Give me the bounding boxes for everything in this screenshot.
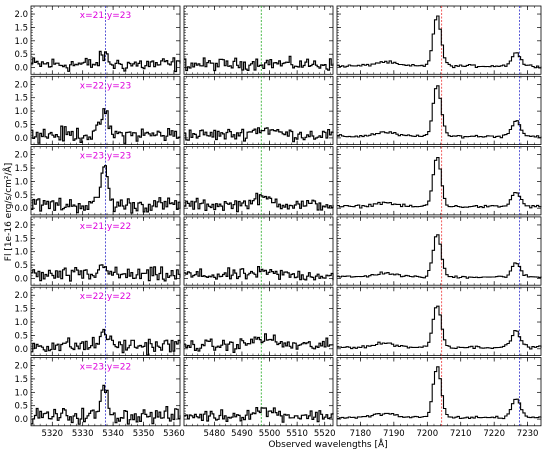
spectrum-line [184, 192, 334, 213]
x-tick-label: 5510 [286, 429, 308, 439]
panel-r6-c3: 7180 7190 7200 7210 7220 7230 [336, 357, 542, 439]
spectrum-line [337, 157, 542, 209]
y-tick-label: 0.5 [14, 191, 28, 201]
panel-r5-c2 [183, 286, 334, 356]
y-tick-label: 1.0 [14, 318, 28, 328]
spectrum-line [337, 305, 542, 350]
y-tick-label: 1.5 [14, 305, 28, 315]
x-tick-label: 7190 [383, 429, 405, 439]
panel-r1-c1: 0.0 0.5 1.0 1.5 2.0 x=21,y=23 [14, 5, 181, 75]
panel-r6-c2: 5480 5490 5500 5510 5520 [183, 357, 336, 439]
panel-r6-c1: 0.0 0.5 1.0 1.5 2.0 x=23,y=22 5320 5330 5340 5350… [14, 357, 185, 439]
y-tick-label: 0.0 [14, 415, 28, 425]
panels-layer: 0.0 0.5 1.0 1.5 2.0 x=21,y=23 0.0 0.5 1.0 1.5 2.0 x… [14, 5, 542, 439]
y-tick-label: 1.0 [14, 177, 28, 187]
x-tick-label: 5480 [204, 429, 226, 439]
y-tick-label: 2.0 [14, 151, 28, 161]
spectrum-line [31, 50, 181, 73]
y-tick-label: 0.0 [14, 204, 28, 214]
panel-r3-c2 [183, 146, 334, 216]
spectrum-line [184, 333, 334, 353]
panel-position-label: x=22,y=23 [80, 81, 132, 91]
spectrum-line [337, 15, 542, 69]
panel-frame [336, 216, 542, 286]
x-tick-label: 7200 [416, 429, 438, 439]
x-tick-label: 5520 [314, 429, 336, 439]
x-tick-label: 5350 [133, 429, 155, 439]
y-tick-label: 1.5 [14, 234, 28, 244]
panel-frame [183, 357, 334, 427]
x-tick-label: 7210 [450, 429, 472, 439]
panel-r3-c3 [336, 146, 542, 216]
y-tick-label: 0.0 [14, 275, 28, 285]
y-tick-label: 0.0 [14, 134, 28, 144]
spectrum-line [184, 127, 334, 143]
y-tick-label: 2.0 [14, 10, 28, 20]
panel-position-label: x=22,y=22 [80, 292, 132, 302]
y-tick-label: 1.5 [14, 23, 28, 33]
y-tick-label: 2.0 [14, 291, 28, 301]
panel-r5-c3 [336, 286, 542, 356]
x-tick-label: 7230 [517, 429, 539, 439]
panel-r2-c1: 0.0 0.5 1.0 1.5 2.0 x=22,y=23 [14, 75, 181, 146]
x-tick-label: 7220 [483, 429, 505, 439]
panel-r1-c3 [336, 5, 542, 75]
spectrum-line [31, 264, 181, 282]
y-tick-label: 0.5 [14, 261, 28, 271]
y-axis-label: Fl [1e-16 erg/s/cm²/Å] [2, 163, 14, 261]
panel-r2-c2 [183, 75, 334, 146]
spectrum-line [184, 266, 334, 281]
y-tick-label: 0.5 [14, 121, 28, 131]
panel-r5-c1: 0.0 0.5 1.0 1.5 2.0 x=22,y=22 [14, 286, 181, 356]
x-tick-label: 5330 [72, 429, 94, 439]
x-tick-label: 5360 [163, 429, 185, 439]
y-tick-label: 0.0 [14, 64, 28, 74]
panel-r3-c1: 0.0 0.5 1.0 1.5 2.0 x=23,y=23 [14, 146, 181, 216]
panel-position-label: x=21,y=22 [80, 222, 132, 232]
y-tick-label: 0.5 [14, 402, 28, 412]
y-tick-label: 1.0 [14, 107, 28, 117]
spectrum-line [337, 366, 542, 420]
panel-frame [336, 146, 542, 216]
panel-r2-c3 [336, 75, 542, 146]
panel-frame [183, 75, 334, 146]
panel-r4-c1: 0.0 0.5 1.0 1.5 2.0 x=21,y=22 [14, 216, 181, 286]
y-tick-label: 2.0 [14, 80, 28, 90]
spectrum-line [31, 165, 181, 214]
x-axis-label: Observed wavelengths [Å] [268, 438, 387, 450]
panel-frame [183, 286, 334, 356]
x-tick-label: 5340 [102, 429, 124, 439]
x-tick-label: 5500 [259, 429, 281, 439]
y-tick-label: 1.5 [14, 164, 28, 174]
x-tick-label: 5320 [41, 429, 63, 439]
y-tick-label: 0.0 [14, 345, 28, 355]
panel-r1-c2 [183, 5, 334, 75]
panel-position-label: x=23,y=22 [80, 363, 132, 373]
y-tick-label: 2.0 [14, 221, 28, 231]
spectrum-line [184, 55, 334, 72]
spectrum-line [184, 407, 334, 423]
y-tick-label: 0.5 [14, 50, 28, 60]
panel-r4-c2 [183, 216, 334, 286]
spectrum-line [337, 234, 542, 279]
panel-r4-c3 [336, 216, 542, 286]
y-tick-label: 1.0 [14, 248, 28, 258]
spectrum-line [31, 384, 181, 425]
x-tick-label: 7180 [350, 429, 372, 439]
spectrum-line [31, 328, 181, 356]
y-tick-label: 1.5 [14, 375, 28, 385]
panel-position-label: x=23,y=23 [80, 152, 132, 162]
x-tick-label: 5490 [231, 429, 253, 439]
y-tick-label: 1.0 [14, 388, 28, 398]
panel-position-label: x=21,y=23 [80, 11, 132, 21]
y-tick-label: 1.5 [14, 94, 28, 104]
y-tick-label: 0.5 [14, 331, 28, 341]
y-tick-label: 1.0 [14, 37, 28, 47]
y-tick-label: 2.0 [14, 362, 28, 372]
spectrum-line [337, 85, 542, 139]
spectrum-line [31, 108, 181, 144]
